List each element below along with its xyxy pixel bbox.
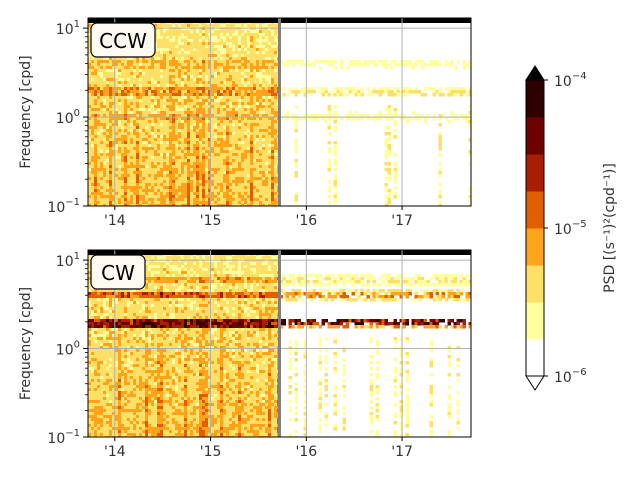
colorbar-level xyxy=(526,117,544,155)
colorbar-level xyxy=(526,339,544,377)
axes-frame xyxy=(87,249,472,438)
colorbar-label: PSD [(s⁻¹)²(cpd⁻¹)] xyxy=(602,163,618,293)
y-tick-label: 100 xyxy=(56,108,80,127)
colorbar-tick-label: 10−6 xyxy=(554,367,587,386)
y-tick-label: 10−1 xyxy=(47,428,80,447)
colorbar-tick-label: 10−5 xyxy=(554,219,587,238)
panel-label: CW xyxy=(101,261,135,285)
colorbar-tick-label: 10−4 xyxy=(554,71,587,90)
colorbar-level xyxy=(526,228,544,266)
cw-panel: '14 '15 '16 '17 10−1 100 101 Frequency [cpd] CW xyxy=(18,249,472,460)
colorbar-level xyxy=(526,302,544,340)
y-tick-label: 10−1 xyxy=(47,197,80,216)
colorbar-extend-low xyxy=(525,375,545,391)
colorbar-extend-high xyxy=(525,65,545,81)
x-tick-label: '15 xyxy=(200,213,222,229)
x-tick-label: '15 xyxy=(200,444,222,460)
x-tick-label: '14 xyxy=(104,213,126,229)
y-axis-label: Frequency [cpd] xyxy=(18,55,34,168)
x-tick-label: '17 xyxy=(391,444,413,460)
colorbar-level xyxy=(526,154,544,192)
axes-frame xyxy=(87,17,472,207)
ccw-panel: '14 '15 '16 '17 10−1 100 101 Frequency [cpd] CCW xyxy=(18,17,472,229)
y-tick-label: 101 xyxy=(56,19,80,38)
colorbar: 10−6 10−5 10−4 PSD [(s⁻¹)²(cpd⁻¹)] xyxy=(525,65,618,391)
x-tick-label: '17 xyxy=(391,213,413,229)
y-tick-label: 100 xyxy=(56,340,80,359)
y-axis-label: Frequency [cpd] xyxy=(18,287,34,400)
y-tick-label: 101 xyxy=(56,251,80,270)
x-tick-label: '16 xyxy=(295,444,317,460)
panel-label: CCW xyxy=(99,29,147,53)
colorbar-level xyxy=(526,265,544,303)
x-tick-label: '16 xyxy=(295,213,317,229)
x-tick-label: '14 xyxy=(104,444,126,460)
panel-label-box: CW xyxy=(90,254,146,290)
panel-label-box: CCW xyxy=(90,22,156,58)
colorbar-level xyxy=(526,191,544,229)
colorbar-level xyxy=(526,80,544,118)
